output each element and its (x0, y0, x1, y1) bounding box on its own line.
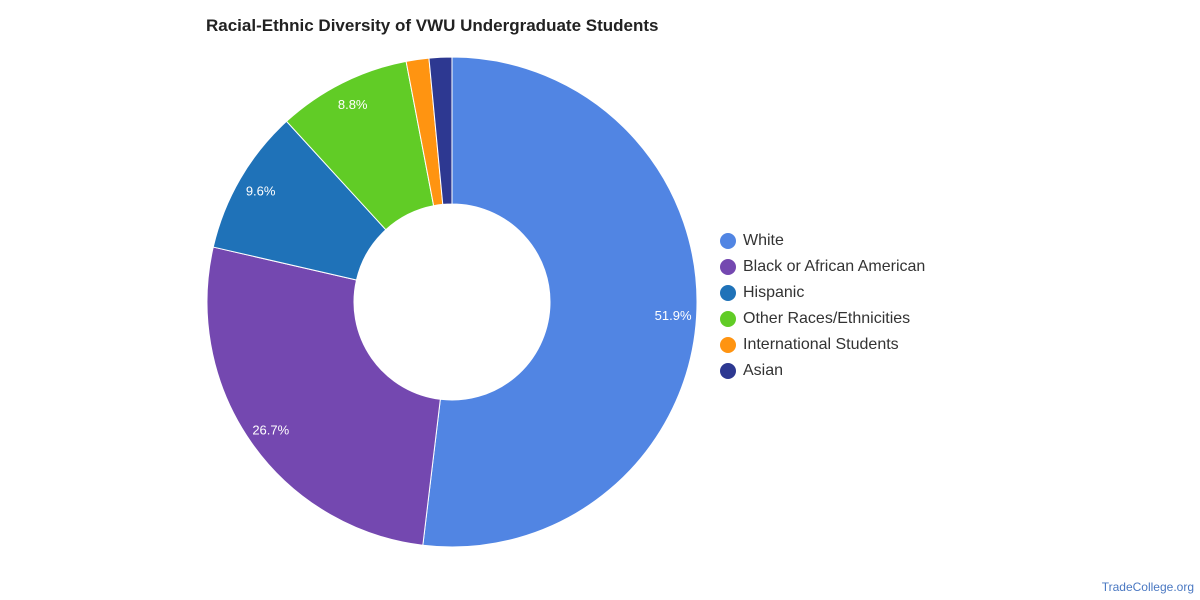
legend-item[interactable]: Other Races/Ethnicities (720, 306, 925, 332)
legend-item[interactable]: Asian (720, 358, 925, 384)
data-label: 9.6% (246, 183, 276, 198)
legend-label: Hispanic (743, 284, 805, 301)
legend-swatch (720, 233, 736, 249)
legend-label: Other Races/Ethnicities (743, 310, 911, 327)
data-label: 51.9% (655, 308, 692, 323)
legend-item[interactable]: Hispanic (720, 280, 925, 306)
legend-swatch (720, 363, 736, 379)
legend-swatch (720, 259, 736, 275)
legend-item[interactable]: Black or African American (720, 254, 925, 280)
chart-title: Racial-Ethnic Diversity of VWU Undergrad… (206, 16, 659, 35)
legend-swatch (720, 285, 736, 301)
chart-legend: White Black or African American Hispanic Ot… (720, 228, 925, 384)
legend-swatch (720, 311, 736, 327)
source-credit[interactable]: TradeCollege.org (1101, 580, 1194, 594)
data-label: 26.7% (252, 422, 289, 437)
legend-label: White (743, 232, 784, 249)
legend-label: Asian (743, 362, 784, 379)
slice-white[interactable] (422, 56, 698, 548)
legend-label: International Students (743, 336, 899, 353)
data-label: 8.8% (338, 97, 368, 112)
legend-item[interactable]: White (720, 228, 925, 254)
slice-black-or-african-american[interactable] (206, 246, 441, 546)
legend-label: Black or African American (743, 258, 926, 275)
legend-swatch (720, 337, 736, 353)
slice-asian[interactable] (428, 56, 453, 205)
legend-item[interactable]: International Students (720, 332, 925, 358)
